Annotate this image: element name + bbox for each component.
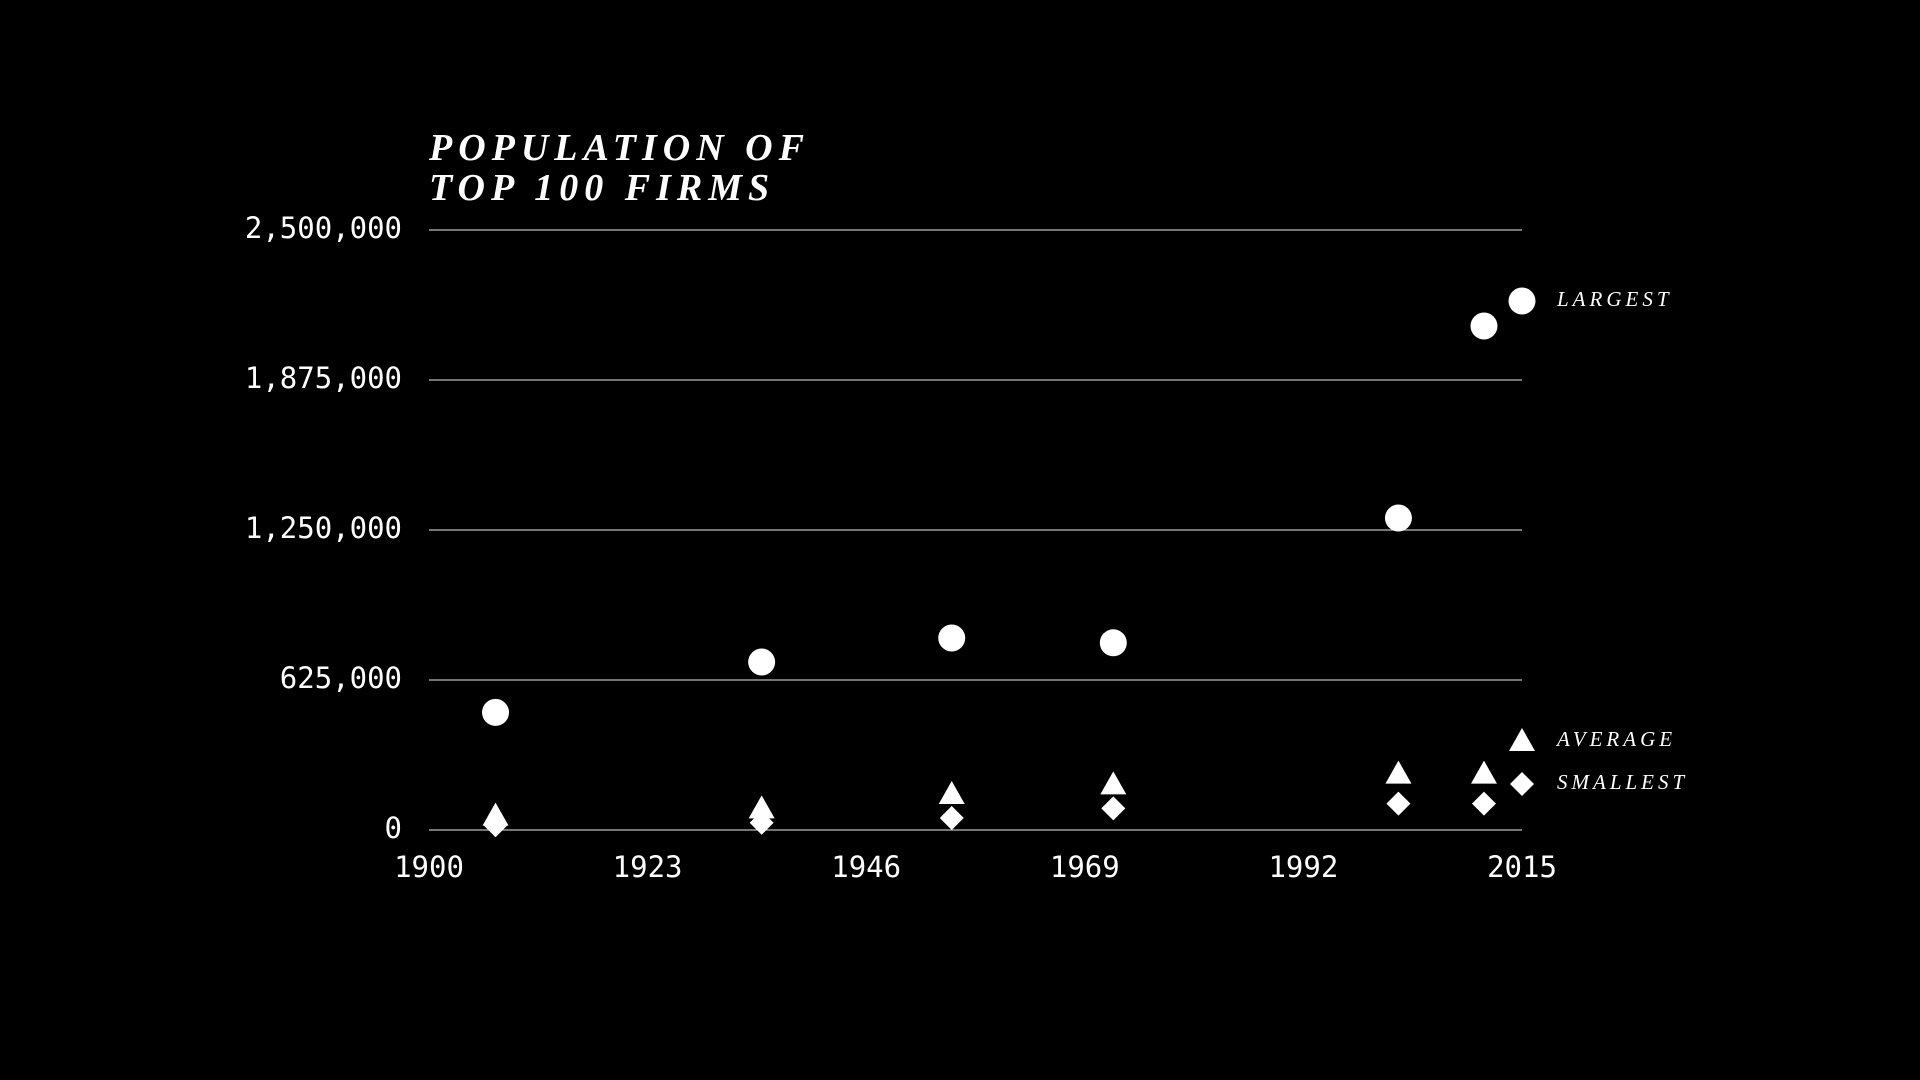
data-point: [939, 806, 964, 830]
y-tick-label: 0: [385, 811, 402, 845]
data-point: [1099, 629, 1127, 657]
data-point: [1470, 760, 1497, 784]
x-tick-label: 1923: [613, 850, 683, 884]
data-point: [1100, 771, 1127, 795]
chart-title: TOP 100 FIRMS: [429, 167, 775, 209]
data-point: [1471, 791, 1496, 816]
legend-marker: [1510, 772, 1534, 796]
y-tick-label: 1,875,000: [245, 361, 402, 395]
legend-label: LARGEST: [1556, 287, 1673, 311]
data-point: [1470, 312, 1498, 340]
data-point: [938, 781, 965, 804]
x-tick-label: 2015: [1487, 850, 1557, 884]
chart-title: POPULATION OF: [428, 127, 810, 169]
data-point: [482, 698, 510, 726]
y-tick-label: 2,500,000: [245, 211, 402, 245]
x-tick-label: 1992: [1268, 850, 1338, 884]
data-point: [1385, 760, 1412, 784]
y-tick-label: 1,250,000: [245, 511, 402, 545]
data-point: [483, 813, 508, 838]
data-point: [1384, 504, 1412, 532]
x-tick-label: 1946: [831, 850, 901, 884]
y-tick-label: 625,000: [280, 661, 402, 695]
data-point: [938, 624, 966, 652]
legend-marker: [1508, 287, 1536, 315]
legend-label: SMALLEST: [1557, 770, 1688, 794]
data-point: [748, 648, 776, 676]
x-tick-label: 1969: [1050, 850, 1120, 884]
x-tick-label: 1900: [394, 850, 464, 884]
data-point: [749, 810, 774, 835]
data-point: [748, 795, 775, 819]
data-point: [1386, 791, 1411, 816]
legend-label: AVERAGE: [1555, 727, 1676, 751]
legend-marker: [1509, 728, 1535, 751]
data-point: [1101, 796, 1126, 821]
